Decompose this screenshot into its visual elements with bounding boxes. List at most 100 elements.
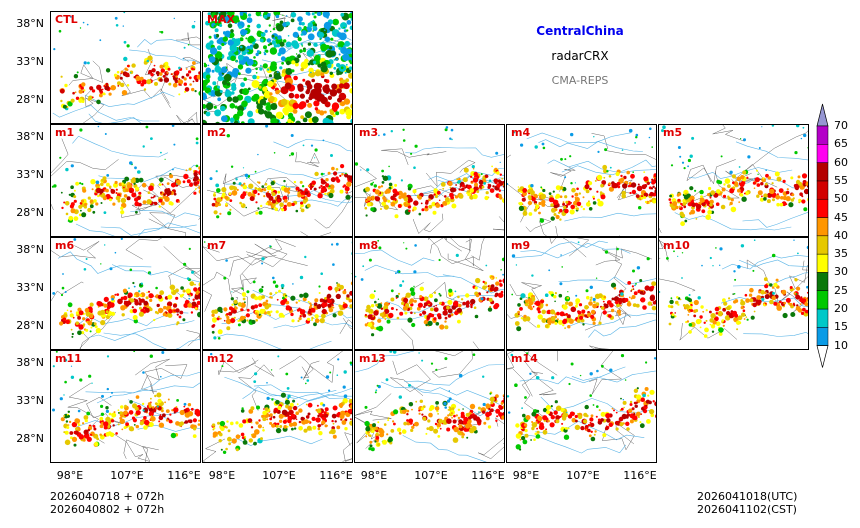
panel-label: m13 bbox=[359, 352, 386, 365]
map-panel-m12: m12 bbox=[202, 350, 353, 463]
longitude-tick-label: 116°E bbox=[319, 469, 353, 482]
panel-label: m3 bbox=[359, 126, 379, 139]
radar-map bbox=[659, 125, 808, 233]
longitude-tick-label: 107°E bbox=[262, 469, 296, 482]
colorbar-tick-label: 30 bbox=[834, 265, 848, 279]
panel-label: m14 bbox=[511, 352, 538, 365]
colorbar-segment bbox=[816, 217, 829, 237]
latitude-tick-label: 38°N bbox=[16, 130, 44, 143]
valid-time-utc: 2026041018(UTC) bbox=[697, 490, 798, 503]
longitude-tick-label: 107°E bbox=[414, 469, 448, 482]
colorbar-tick-label: 20 bbox=[834, 302, 848, 315]
variable-title: radarCRX bbox=[551, 49, 609, 63]
panel-label: m11 bbox=[55, 352, 82, 365]
colorbar-segment bbox=[816, 272, 829, 291]
colorbar-segment bbox=[816, 144, 829, 163]
colorbar-segment bbox=[816, 235, 829, 255]
valid-time-cst: 2026041102(CST) bbox=[697, 503, 797, 516]
colorbar-tick-label: 70 bbox=[834, 119, 848, 132]
colorbar-tick-label: 15 bbox=[834, 320, 848, 334]
colorbar-tick-label: 40 bbox=[834, 228, 848, 242]
colorbar-segment bbox=[816, 162, 829, 182]
longitude-tick-label: 98°E bbox=[56, 469, 84, 482]
radar-map bbox=[52, 351, 200, 462]
map-panel-max: MAX bbox=[202, 11, 353, 124]
panel-label: m8 bbox=[359, 239, 379, 252]
radar-map bbox=[355, 126, 504, 234]
map-panel-m2: m2 bbox=[202, 124, 353, 237]
map-panel-m3: m3 bbox=[354, 124, 505, 237]
panel-label: m5 bbox=[663, 126, 683, 139]
radar-map bbox=[203, 12, 352, 123]
latitude-tick-label: 28°N bbox=[16, 432, 44, 445]
colorbar-segment bbox=[816, 125, 829, 145]
panel-label: m9 bbox=[511, 239, 531, 252]
latitude-tick-label: 38°N bbox=[16, 17, 44, 30]
colorbar-tick-label: 25 bbox=[834, 283, 848, 297]
radar-map bbox=[52, 12, 200, 123]
radar-map bbox=[507, 351, 656, 454]
radar-map bbox=[659, 239, 808, 341]
map-panel-m14: m14 bbox=[506, 350, 657, 463]
latitude-tick-label: 33°N bbox=[16, 55, 44, 68]
colorbar-tick-label: 10 bbox=[834, 338, 848, 352]
colorbar-segment bbox=[816, 253, 829, 273]
map-panel-ctl: CTL bbox=[50, 11, 201, 124]
longitude-tick-label: 116°E bbox=[167, 469, 201, 482]
region-title: CentralChina bbox=[536, 24, 624, 38]
longitude-tick-label: 107°E bbox=[566, 469, 600, 482]
colorbar bbox=[816, 103, 829, 368]
latitude-tick-label: 28°N bbox=[16, 206, 44, 219]
latitude-tick-label: 38°N bbox=[16, 356, 44, 369]
latitude-tick-label: 28°N bbox=[16, 93, 44, 106]
colorbar-segment bbox=[816, 327, 829, 346]
panel-label: MAX bbox=[207, 13, 235, 26]
colorbar-tick-label: 55 bbox=[834, 173, 848, 187]
panel-label: m10 bbox=[663, 239, 690, 252]
map-panel-m4: m4 bbox=[506, 124, 657, 237]
radar-map bbox=[206, 125, 352, 236]
colorbar-segment bbox=[816, 198, 829, 218]
panel-label: m12 bbox=[207, 352, 234, 365]
longitude-tick-label: 98°E bbox=[512, 469, 540, 482]
init-time-utc: 2026040718 + 072h bbox=[50, 490, 165, 503]
longitude-tick-label: 116°E bbox=[623, 469, 657, 482]
panel-label: m6 bbox=[55, 239, 75, 252]
latitude-tick-label: 28°N bbox=[16, 319, 44, 332]
latitude-tick-label: 33°N bbox=[16, 281, 44, 294]
map-panel-m13: m13 bbox=[354, 350, 505, 463]
radar-map bbox=[355, 351, 504, 462]
latitude-tick-label: 33°N bbox=[16, 394, 44, 407]
init-time-cst: 2026040802 + 072h bbox=[50, 503, 165, 516]
colorbar-tick-label: 65 bbox=[834, 137, 848, 151]
panel-label: m2 bbox=[207, 126, 227, 139]
radar-map bbox=[203, 351, 352, 462]
panel-label: m4 bbox=[511, 126, 531, 139]
panel-label: m1 bbox=[55, 126, 75, 139]
colorbar-under-triangle bbox=[816, 345, 829, 368]
colorbar-tick-label: 45 bbox=[834, 210, 848, 224]
colorbar-tick-label: 60 bbox=[834, 155, 848, 169]
radar-map bbox=[51, 238, 200, 349]
panel-label: m7 bbox=[207, 239, 227, 252]
model-title: CMA-REPS bbox=[551, 74, 609, 87]
panel-label: CTL bbox=[55, 13, 78, 26]
map-panel-m11: m11 bbox=[50, 350, 201, 463]
map-panel-m8: m8 bbox=[354, 237, 505, 350]
colorbar-over-triangle bbox=[816, 103, 829, 127]
radar-map bbox=[203, 238, 352, 349]
longitude-tick-label: 98°E bbox=[208, 469, 236, 482]
latitude-tick-label: 38°N bbox=[16, 243, 44, 256]
map-panel-m5: m5 bbox=[658, 124, 809, 237]
map-panel-m9: m9 bbox=[506, 237, 657, 350]
colorbar-segment bbox=[816, 290, 829, 310]
map-panel-m1: m1 bbox=[50, 124, 201, 237]
longitude-tick-label: 107°E bbox=[110, 469, 144, 482]
map-panel-m7: m7 bbox=[202, 237, 353, 350]
map-panel-m10: m10 bbox=[658, 237, 809, 350]
colorbar-tick-label: 50 bbox=[834, 192, 848, 206]
radar-map bbox=[51, 125, 200, 236]
radar-map bbox=[507, 238, 656, 349]
colorbar-tick-label: 35 bbox=[834, 247, 848, 261]
longitude-tick-label: 98°E bbox=[360, 469, 388, 482]
